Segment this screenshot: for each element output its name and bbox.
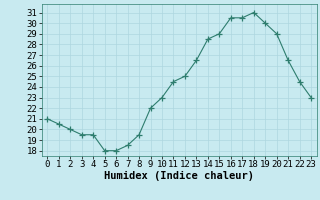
X-axis label: Humidex (Indice chaleur): Humidex (Indice chaleur) bbox=[104, 171, 254, 181]
